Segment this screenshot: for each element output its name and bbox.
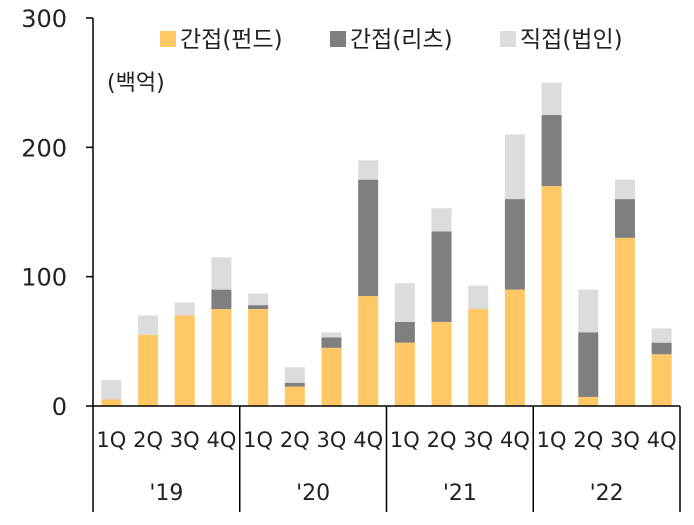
legend-label-1: 간접(리츠) — [350, 27, 453, 53]
legend-label-0: 간접(펀드) — [180, 27, 283, 53]
y-tick-label: 300 — [21, 5, 67, 33]
bar-segment-series-1-q-14 — [614, 199, 635, 238]
bar-segment-series-2-q-7 — [358, 160, 379, 180]
bar-segment-series-2-q-5 — [284, 367, 305, 383]
x-tick-label: 4Q — [353, 428, 383, 452]
bar-segment-series-1-q-4 — [248, 305, 269, 309]
bar-segment-series-2-q-4 — [248, 293, 269, 306]
bar-segment-series-2-q-1 — [138, 315, 159, 335]
x-tick-label: 1Q — [537, 428, 567, 452]
bar-segment-series-0-q-11 — [504, 289, 525, 406]
bar-segment-series-0-q-0 — [101, 399, 122, 406]
bar-segment-series-2-q-9 — [431, 208, 452, 232]
bar-segment-series-0-q-13 — [578, 396, 599, 406]
x-tick-label: 4Q — [206, 428, 236, 452]
x-tick-label: 1Q — [243, 428, 273, 452]
bar-segment-series-0-q-8 — [394, 342, 415, 406]
unit-label: (백억) — [107, 71, 165, 96]
x-tick-label: 4Q — [647, 428, 677, 452]
bar-segment-series-0-q-14 — [614, 237, 635, 406]
x-tick-label: 2Q — [280, 428, 310, 452]
bar-segment-series-2-q-6 — [321, 332, 342, 338]
x-tick-label: 2Q — [427, 428, 457, 452]
x-tick-label: 2Q — [133, 428, 163, 452]
bar-segment-series-1-q-11 — [504, 199, 525, 290]
y-tick-label: 0 — [52, 393, 67, 421]
bar-segment-series-1-q-3 — [211, 289, 232, 309]
bar-segment-series-2-q-13 — [578, 289, 599, 333]
year-group-label: '21 — [443, 481, 477, 506]
bar-segment-series-2-q-2 — [174, 302, 195, 316]
bar-segment-series-0-q-12 — [541, 186, 562, 406]
x-tick-label: 1Q — [390, 428, 420, 452]
bar-segment-series-0-q-6 — [321, 347, 342, 406]
bar-segment-series-2-q-8 — [394, 283, 415, 322]
bar-segment-series-1-q-9 — [431, 231, 452, 322]
year-group-label: '19 — [149, 481, 183, 506]
bar-segment-series-0-q-9 — [431, 321, 452, 406]
legend: 간접(펀드) 간접(리츠) 직접(법인) — [160, 27, 623, 53]
bar-segment-series-0-q-2 — [174, 315, 195, 406]
x-tick-label: 3Q — [463, 428, 493, 452]
bar-segment-series-2-q-12 — [541, 82, 562, 115]
x-tick-label: 3Q — [170, 428, 200, 452]
bar-segment-series-0-q-3 — [211, 309, 232, 406]
bar-segment-series-0-q-4 — [248, 309, 269, 406]
y-tick-label: 100 — [21, 264, 67, 292]
bar-segment-series-1-q-8 — [394, 321, 415, 343]
legend-label-2: 직접(법인) — [520, 27, 623, 53]
legend-swatch-0 — [160, 31, 176, 47]
x-axis: 1Q 2Q 3Q 4Q 1Q 2Q 3Q 4Q 1Q 2Q 3Q 4Q 1Q 2Q 3Q 4Q'19'20'2… — [92, 405, 681, 512]
bar-segment-series-1-q-5 — [284, 382, 305, 387]
bar-segment-series-0-q-15 — [651, 354, 672, 406]
x-tick-label: 4Q — [500, 428, 530, 452]
bar-segment-series-2-q-10 — [468, 285, 489, 309]
legend-swatch-1 — [330, 31, 346, 47]
year-group-label: '22 — [590, 481, 624, 506]
bar-segment-series-1-q-12 — [541, 115, 562, 187]
bar-segment-series-1-q-7 — [358, 179, 379, 297]
bar-segment-series-2-q-15 — [651, 328, 672, 343]
bar-segment-series-1-q-13 — [578, 332, 599, 397]
bar-segment-series-2-q-14 — [614, 179, 635, 200]
bars — [101, 82, 672, 406]
bar-segment-series-2-q-11 — [504, 134, 525, 200]
x-tick-label: 2Q — [573, 428, 603, 452]
bar-segment-series-2-q-3 — [211, 257, 232, 290]
bar-segment-series-1-q-15 — [651, 342, 672, 355]
x-tick-label: 3Q — [317, 428, 347, 452]
bar-segment-series-0-q-10 — [468, 309, 489, 406]
y-axis: 0 100 200 300 — [21, 5, 94, 421]
bar-segment-series-0-q-1 — [138, 334, 159, 406]
bar-segment-series-0-q-5 — [284, 386, 305, 406]
x-tick-label: 1Q — [96, 428, 126, 452]
legend-swatch-2 — [500, 31, 516, 47]
x-tick-label: 3Q — [610, 428, 640, 452]
year-group-label: '20 — [296, 481, 330, 506]
bar-segment-series-2-q-0 — [101, 380, 122, 400]
y-tick-label: 200 — [21, 134, 67, 162]
bar-segment-series-1-q-6 — [321, 337, 342, 348]
bar-segment-series-0-q-7 — [358, 296, 379, 406]
